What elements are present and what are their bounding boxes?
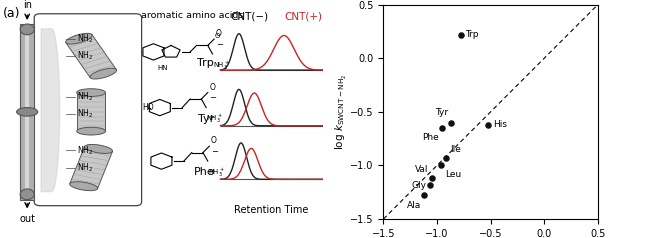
Polygon shape — [70, 146, 112, 189]
Text: Val: Val — [415, 165, 428, 174]
Text: NH$_3^+$: NH$_3^+$ — [208, 167, 225, 179]
FancyBboxPatch shape — [34, 14, 141, 206]
Text: −: − — [211, 147, 218, 156]
Text: NH$_2$: NH$_2$ — [77, 108, 93, 120]
Point — [483, 123, 494, 127]
Ellipse shape — [70, 182, 98, 191]
Point — [441, 156, 451, 160]
Text: NH$_2$: NH$_2$ — [77, 50, 93, 62]
Ellipse shape — [17, 108, 37, 116]
Ellipse shape — [90, 68, 116, 79]
Text: CNT(+): CNT(+) — [285, 11, 322, 21]
Bar — [25, 24, 29, 200]
Text: Gly: Gly — [412, 181, 426, 190]
Text: Tyr: Tyr — [435, 108, 448, 117]
Text: CNT(−): CNT(−) — [230, 11, 268, 21]
Text: Ile: Ile — [450, 145, 461, 154]
Text: Phe: Phe — [422, 133, 439, 142]
Text: O: O — [211, 136, 217, 145]
Text: Retention Time: Retention Time — [234, 205, 309, 215]
Text: NH$_2$: NH$_2$ — [77, 161, 93, 174]
Text: O: O — [209, 83, 215, 92]
Text: −: − — [216, 40, 223, 49]
Text: aromatic amino acids: aromatic amino acids — [141, 11, 243, 20]
Text: Ala: Ala — [407, 201, 421, 210]
Text: −: − — [209, 94, 216, 102]
Bar — [20, 24, 34, 200]
Ellipse shape — [77, 89, 105, 96]
Ellipse shape — [66, 33, 92, 44]
Text: out: out — [19, 214, 35, 224]
Text: Leu: Leu — [446, 170, 462, 179]
Point — [436, 164, 446, 167]
Point — [446, 121, 456, 124]
Text: NH$_2$: NH$_2$ — [77, 33, 93, 45]
Point — [426, 176, 437, 180]
Y-axis label: log $k_{\mathrm{SWCNT-NH_2}}$: log $k_{\mathrm{SWCNT-NH_2}}$ — [334, 74, 349, 150]
Point — [455, 33, 466, 37]
Polygon shape — [66, 35, 116, 78]
Text: NH$_3^+$: NH$_3^+$ — [213, 60, 229, 72]
Text: NH$_2$: NH$_2$ — [77, 91, 93, 103]
Text: Tyr: Tyr — [198, 114, 214, 124]
Point — [419, 193, 430, 197]
Text: HO: HO — [142, 103, 154, 112]
Text: O: O — [216, 29, 222, 38]
Ellipse shape — [77, 127, 105, 135]
Point — [437, 126, 448, 130]
Ellipse shape — [20, 24, 34, 35]
Text: NH$_2$: NH$_2$ — [77, 144, 93, 157]
Text: HN: HN — [158, 65, 168, 71]
Text: NH$_3^+$: NH$_3^+$ — [206, 113, 223, 125]
Text: in: in — [23, 0, 32, 10]
Text: (a): (a) — [3, 7, 21, 20]
Ellipse shape — [85, 144, 112, 154]
Text: His: His — [493, 120, 506, 129]
Polygon shape — [77, 93, 105, 131]
Point — [424, 183, 435, 187]
Text: Trp: Trp — [198, 58, 214, 68]
Text: O: O — [214, 33, 220, 39]
Ellipse shape — [20, 189, 34, 200]
Text: Trp: Trp — [465, 30, 479, 39]
Text: Phe: Phe — [193, 167, 214, 177]
